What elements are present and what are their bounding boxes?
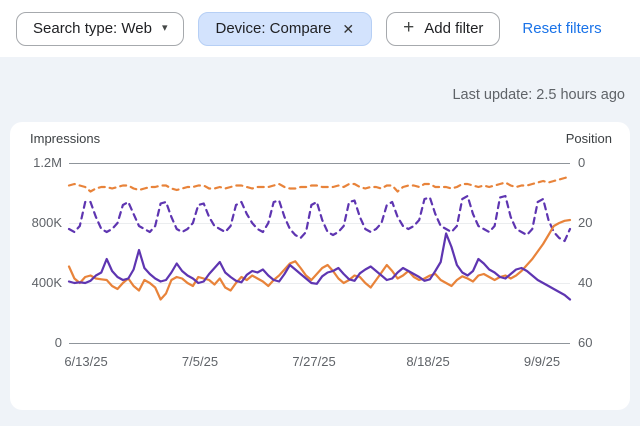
x-tick-2: 7/5/25	[181, 354, 219, 369]
y-tick-right-1: 0	[578, 155, 586, 170]
gridline-mid-2	[69, 283, 570, 284]
y-tick-left-4: 0	[54, 335, 62, 350]
search-type-chip-label: Search type: Web	[33, 20, 152, 37]
dropdown-caret-icon: ▾	[161, 22, 168, 34]
chart-plot-svg[interactable]	[67, 163, 572, 343]
y-tick-left-1: 1.2M	[33, 155, 62, 170]
y-tick-right-3: 40	[578, 275, 593, 290]
device-chip-label: Device: Compare	[215, 20, 332, 37]
y-tick-right-2: 20	[578, 215, 593, 230]
device-compare-chip[interactable]: Device: Compare ✕	[198, 11, 373, 46]
add-filter-button[interactable]: + Add filter	[386, 11, 501, 46]
gridline-mid-1	[69, 223, 570, 224]
position-axis-title: Position	[565, 131, 612, 146]
filters-bar: Search type: Web ▾ Device: Compare ✕ + A…	[0, 0, 640, 57]
y-tick-right-4: 60	[578, 335, 593, 350]
reset-filters-link[interactable]: Reset filters	[522, 20, 602, 37]
gridline-bottom	[69, 343, 570, 344]
y-tick-left-2: 800K	[31, 215, 62, 230]
x-tick-4: 8/18/25	[406, 354, 450, 369]
impressions-axis-title: Impressions	[30, 131, 101, 146]
gridline-top	[69, 163, 570, 164]
content-area: Last update: 2.5 hours ago Impressions P…	[0, 57, 640, 426]
add-filter-label: Add filter	[424, 20, 484, 37]
x-tick-5: 9/9/25	[523, 354, 561, 369]
y-tick-left-3: 400K	[31, 275, 62, 290]
add-icon: +	[403, 17, 415, 38]
search-type-chip[interactable]: Search type: Web ▾	[16, 11, 185, 46]
x-tick-1: 6/13/25	[64, 354, 108, 369]
remove-filter-icon[interactable]: ✕	[342, 20, 355, 37]
x-tick-3: 7/27/25	[292, 354, 336, 369]
last-update-text: Last update: 2.5 hours ago	[452, 87, 625, 103]
chart-card: Impressions Position 1.2M 800K 400K 0 0 …	[10, 122, 630, 410]
